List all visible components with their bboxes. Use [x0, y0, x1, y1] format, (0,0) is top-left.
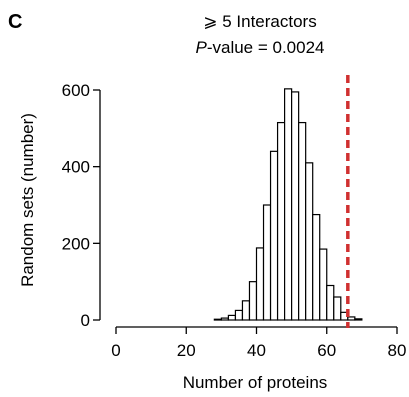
- x-tick-label: 60: [317, 341, 336, 360]
- histogram-bar: [305, 162, 314, 321]
- y-axis-label: Random sets (number): [18, 113, 37, 287]
- x-tick-label: 40: [247, 341, 266, 360]
- histogram-bar: [284, 88, 293, 321]
- x-tick-label: 80: [388, 341, 407, 360]
- histogram-bar: [234, 309, 244, 321]
- histogram-bar: [312, 213, 321, 321]
- histogram-bar: [262, 204, 272, 321]
- chart-title: ⩾ 5 Interactors: [203, 12, 316, 31]
- chart-subtitle: P-value = 0.0024: [195, 38, 324, 57]
- histogram-bar: [248, 281, 258, 321]
- histogram-bar: [269, 150, 279, 321]
- x-tick-label: 20: [177, 341, 196, 360]
- x-axis: 0 20 40 60 80: [111, 326, 407, 360]
- y-tick-label: 0: [81, 311, 90, 330]
- panel-label: C: [8, 11, 22, 33]
- x-axis-label: Number of proteins: [183, 373, 328, 392]
- histogram-bar: [220, 317, 230, 321]
- histogram-bar: [326, 284, 335, 321]
- subtitle-value-part: -value = 0.0024: [207, 38, 325, 57]
- y-tick-label: 200: [62, 234, 90, 253]
- histogram-bar: [255, 247, 265, 321]
- y-tick-label: 400: [62, 158, 90, 177]
- histogram-bar: [354, 318, 363, 321]
- subtitle-italic-part: P: [195, 38, 207, 57]
- histogram-bar: [227, 314, 237, 321]
- histogram-bar: [276, 121, 286, 321]
- histogram-bar: [241, 300, 251, 321]
- histogram-bar: [298, 121, 307, 321]
- histogram-bar: [333, 296, 342, 321]
- x-tick-label: 0: [111, 341, 120, 360]
- histogram-bar: [319, 248, 328, 321]
- y-axis: 0 200 400 600: [62, 81, 101, 330]
- histogram-bars: [213, 88, 363, 321]
- histogram-bar: [213, 318, 222, 321]
- histogram-bar: [291, 91, 300, 321]
- histogram-bar: [347, 316, 356, 321]
- y-tick-label: 600: [62, 81, 90, 100]
